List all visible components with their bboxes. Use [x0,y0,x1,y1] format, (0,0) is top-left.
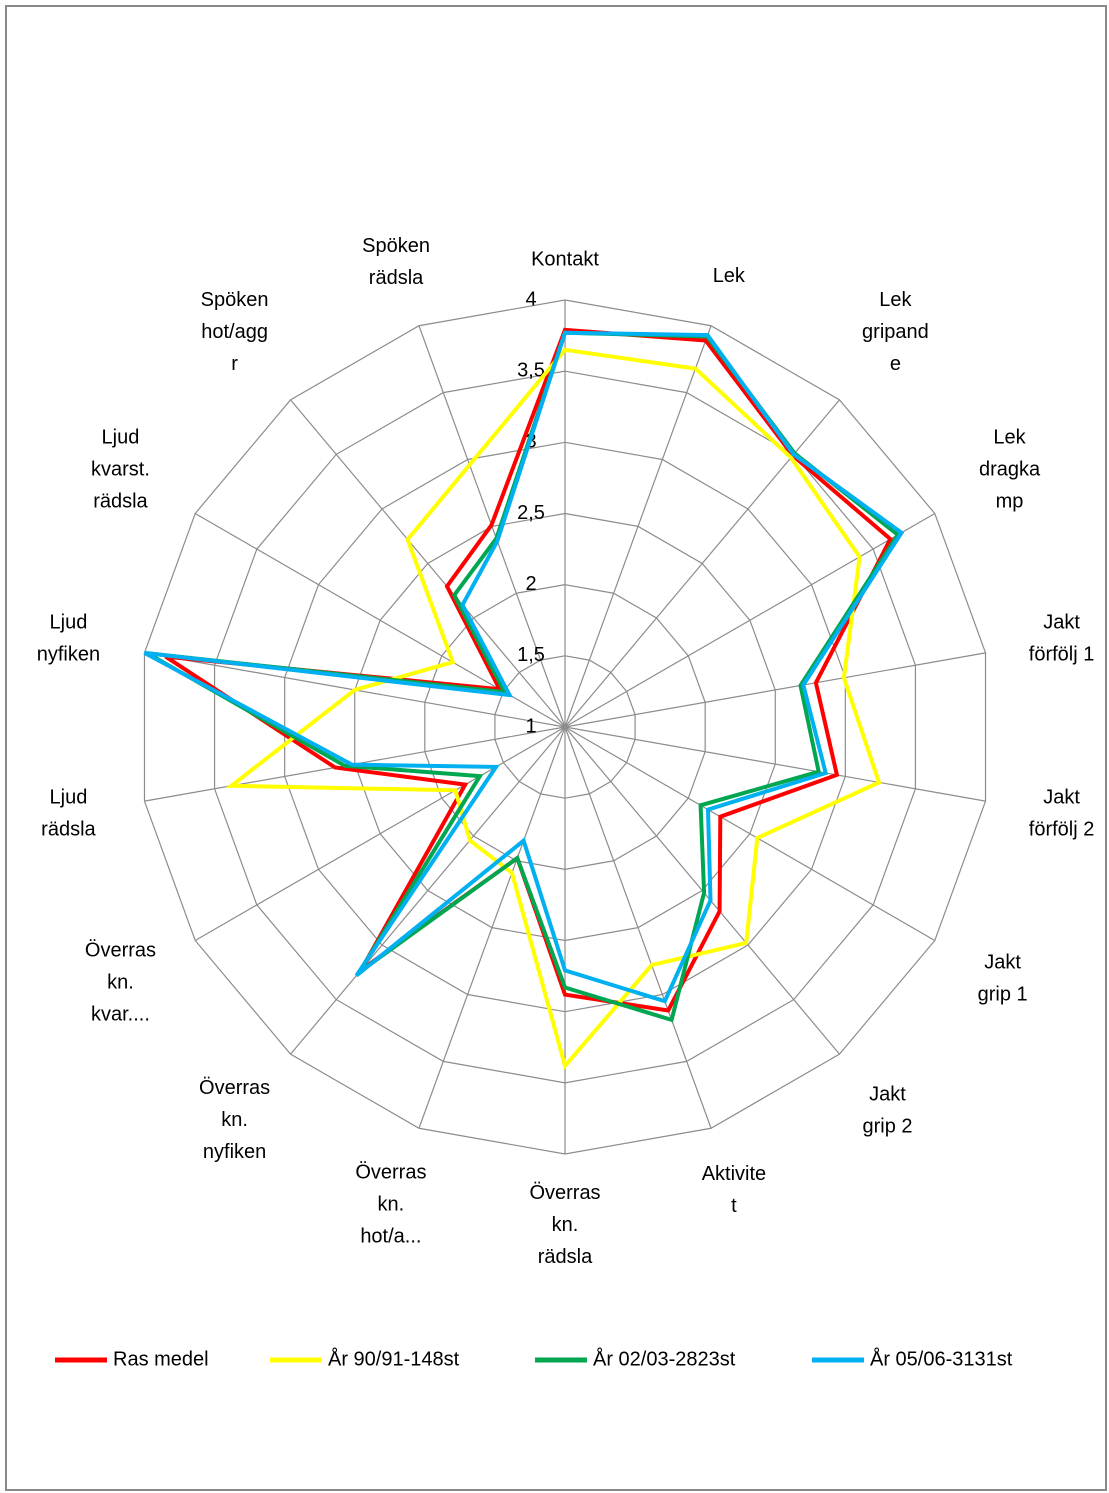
series-line [225,347,882,1070]
category-label: Kontakt [531,248,599,270]
category-label: Lek dragka mp [979,427,1041,513]
category-label: Ljud kvarst. rädsla [91,427,150,513]
category-label: Spöken rädsla [362,235,430,289]
category-label: Lek gripand e [862,290,929,376]
category-label: Överras kn. rädsla [529,1182,600,1268]
spoke [290,726,566,1055]
category-label: Aktivite t [702,1163,766,1217]
frame [5,5,1107,1491]
spoke [564,726,986,802]
category-label: Ljud nyfiken [37,612,100,666]
category-label: Jakt grip 1 [978,952,1028,1006]
series-line [164,327,893,1013]
category-label: Överras kn. nyfiken [199,1077,270,1163]
spoke [290,399,566,728]
r-tick-label: 1 [525,715,536,737]
category-label: Jakt förfölj 2 [1029,787,1095,841]
spoke [564,726,936,942]
category-label: Jakt förfölj 1 [1029,612,1095,666]
category-label: Jakt grip 2 [863,1084,913,1138]
legend-label: År 90/91-148st [328,1347,460,1370]
spoke [564,512,936,728]
spoke [418,726,566,1129]
legend-label: År 02/03-2823st [593,1347,736,1370]
r-tick-label: 3,5 [517,359,545,381]
legend: Ras medel År 90/91-148st År 02/03-2823st År… [55,1347,1013,1370]
spoke [564,325,712,728]
spoke [564,399,840,728]
category-label: Ljud rädsla [41,787,96,841]
category-label: Lek [713,265,746,287]
r-tick-label: 2 [525,573,536,595]
legend-label: År 05/06-3131st [870,1347,1013,1370]
r-tick-label: 2,5 [517,502,545,524]
category-label: Överras kn. hot/a... [355,1162,426,1248]
legend-label: Ras medel [113,1348,209,1370]
series-line [143,330,905,1004]
r-tick-label: 1,5 [517,644,545,666]
category-label: Spöken hot/agg r [201,290,269,376]
spoke [194,726,566,942]
spoke [564,652,986,728]
r-tick-label: 4 [525,288,536,310]
spoke [564,726,712,1129]
category-label: Överras kn. kvar.... [85,940,156,1026]
